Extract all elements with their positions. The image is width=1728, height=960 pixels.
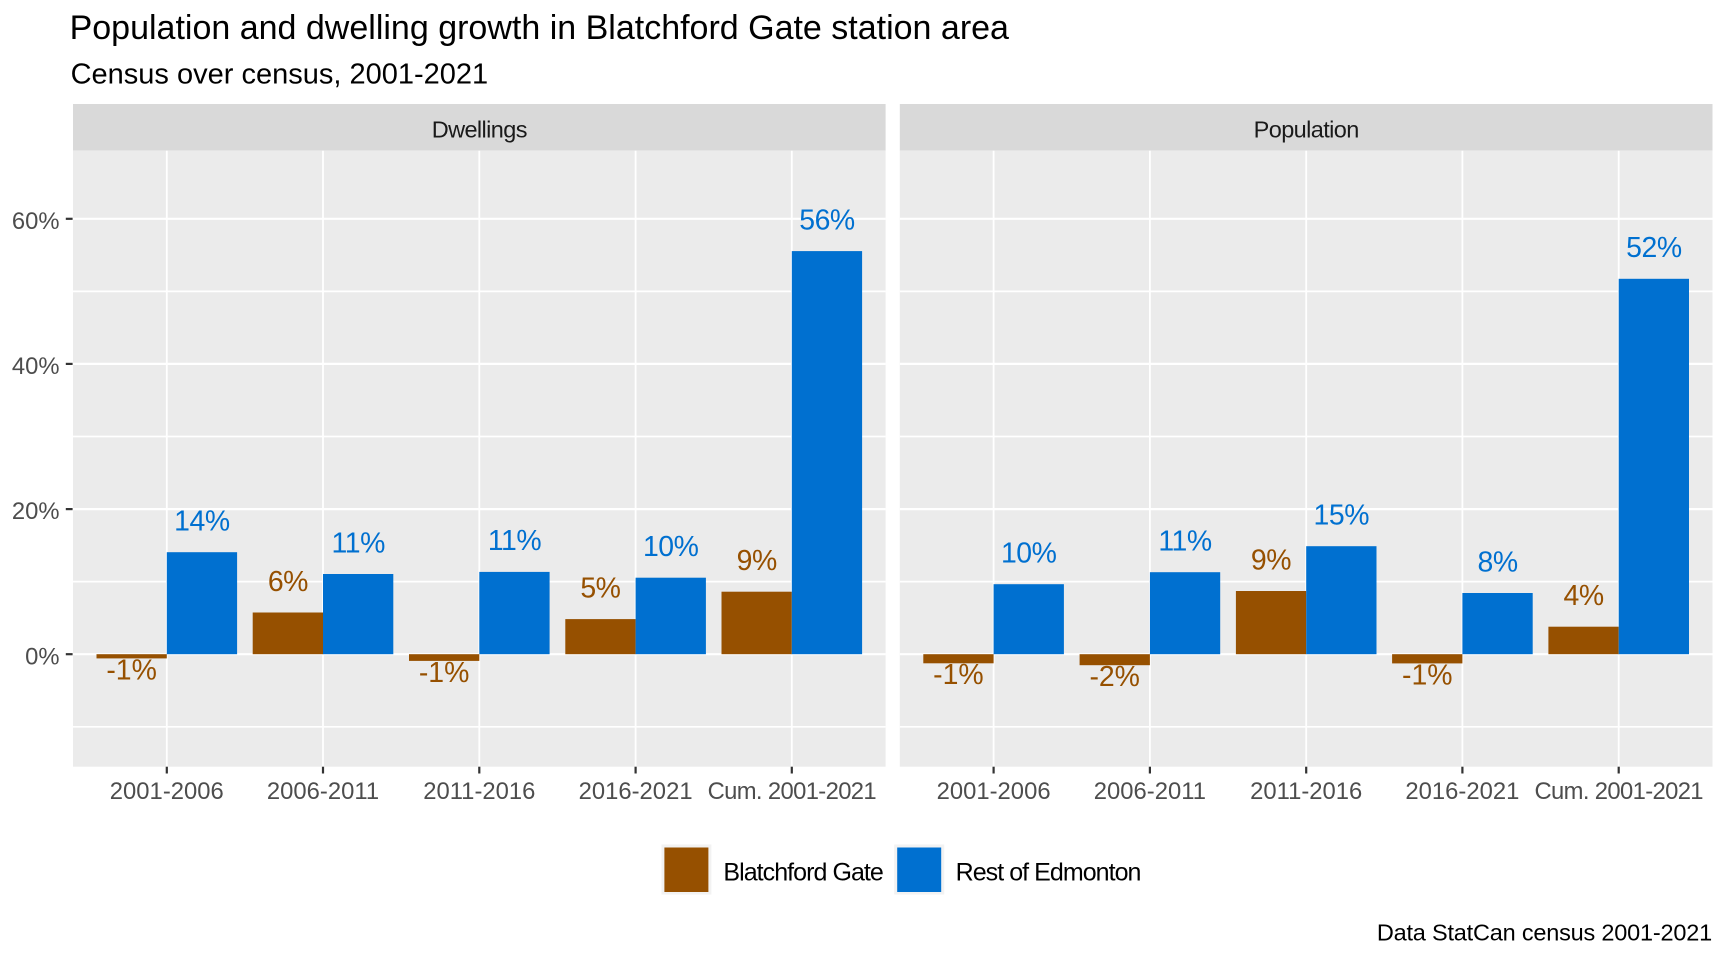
svg-text:Census over census, 2001-2021: Census over census, 2001-2021 [71,58,489,90]
svg-text:2011-2016: 2011-2016 [1250,778,1362,805]
svg-text:10%: 10% [643,531,699,563]
svg-text:0%: 0% [25,643,59,670]
svg-text:2006-2011: 2006-2011 [267,778,379,805]
svg-text:-1%: -1% [419,657,470,689]
svg-text:11%: 11% [488,525,542,557]
svg-text:10%: 10% [1001,538,1057,570]
svg-text:56%: 56% [799,204,855,236]
svg-text:2016-2021: 2016-2021 [579,778,693,805]
svg-text:60%: 60% [12,208,60,235]
svg-text:2011-2016: 2011-2016 [423,778,535,805]
svg-text:9%: 9% [737,545,777,577]
svg-text:2001-2006: 2001-2006 [110,778,224,805]
svg-text:-2%: -2% [1089,661,1140,693]
svg-text:11%: 11% [1158,526,1212,558]
svg-text:Population: Population [1254,117,1359,143]
svg-text:14%: 14% [174,506,230,538]
svg-text:40%: 40% [12,353,60,380]
svg-text:2016-2021: 2016-2021 [1405,778,1519,805]
svg-text:Cum. 2001-2021: Cum. 2001-2021 [1534,778,1703,805]
svg-text:8%: 8% [1478,546,1518,578]
svg-text:Population and dwelling growth: Population and dwelling growth in Blatch… [70,9,1009,47]
svg-text:Data StatCan census 2001-2021: Data StatCan census 2001-2021 [1377,919,1712,945]
svg-text:5%: 5% [580,572,620,604]
svg-text:-1%: -1% [106,654,157,686]
svg-text:4%: 4% [1564,580,1604,612]
svg-text:Dwellings: Dwellings [432,117,527,143]
svg-text:Rest of Edmonton: Rest of Edmonton [956,859,1141,887]
svg-text:15%: 15% [1314,500,1370,532]
svg-text:9%: 9% [1251,544,1291,576]
svg-text:20%: 20% [12,498,60,525]
svg-text:Cum. 2001-2021: Cum. 2001-2021 [708,778,877,805]
svg-text:Blatchford Gate: Blatchford Gate [723,859,883,887]
svg-text:52%: 52% [1626,232,1682,264]
svg-text:2001-2006: 2001-2006 [937,778,1051,805]
svg-text:11%: 11% [332,527,386,559]
svg-text:-1%: -1% [1402,659,1453,691]
svg-text:6%: 6% [268,566,308,598]
svg-text:-1%: -1% [933,659,984,691]
svg-text:2006-2011: 2006-2011 [1094,778,1206,805]
